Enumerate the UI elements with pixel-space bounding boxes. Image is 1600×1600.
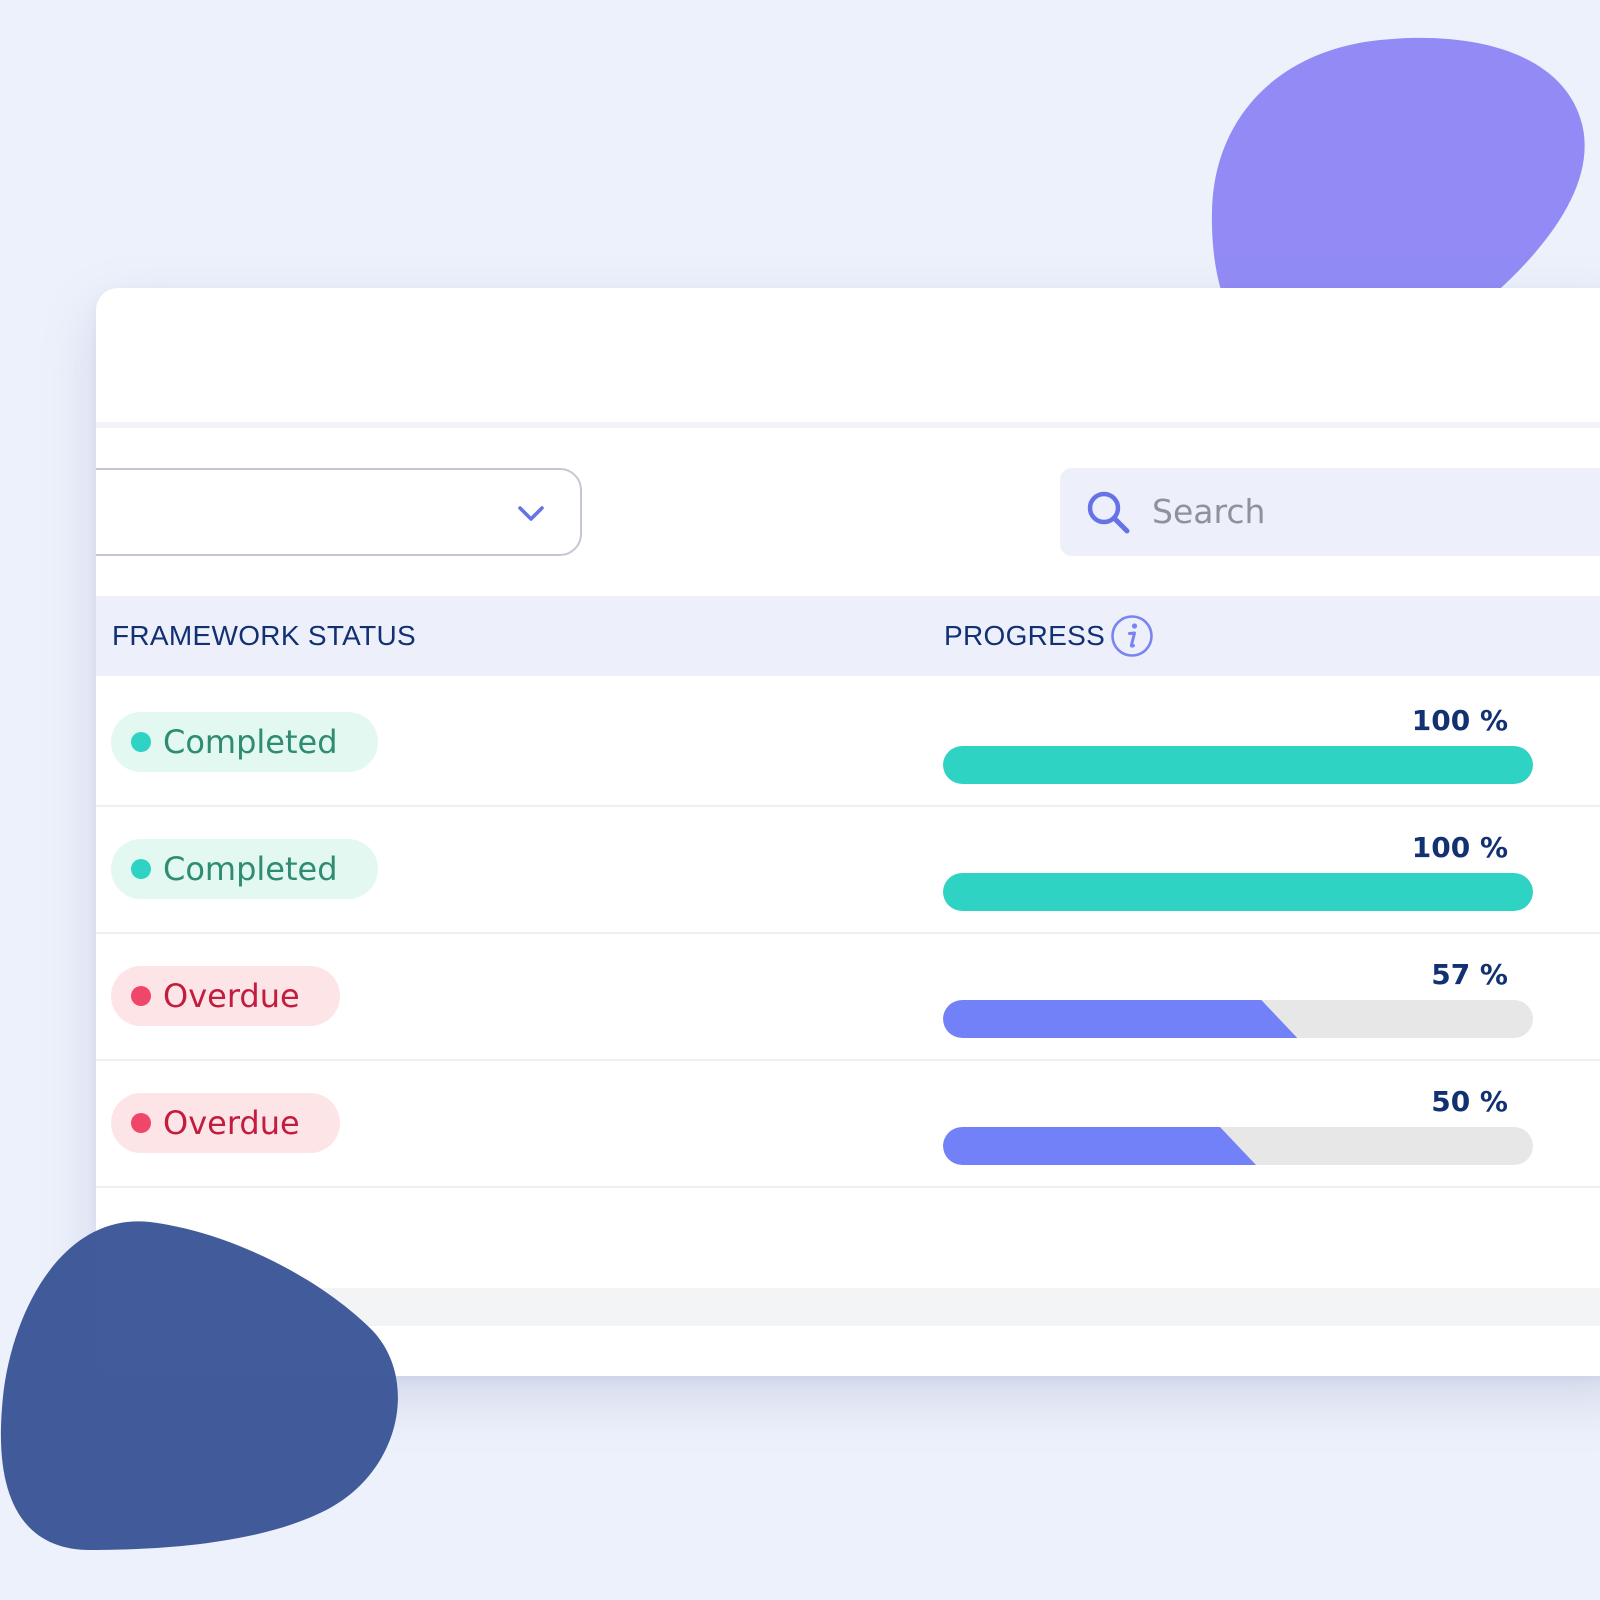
progress-percent: 57 % [1431,958,1508,991]
progress-bar [943,1127,1533,1165]
search-icon [1087,491,1130,534]
progress-bar [943,746,1533,784]
progress-bar-fill [943,746,1533,784]
column-header-progress[interactable]: PROGRESS [944,620,1106,651]
table-header: FRAMEWORK STATUS PROGRESS [96,596,1600,676]
table-row[interactable]: Completed 100 % [96,680,1600,807]
progress-percent: 50 % [1431,1085,1508,1118]
status-dot-icon [131,1113,151,1133]
progress-bar [943,1000,1533,1038]
status-label: Overdue [163,977,300,1015]
info-icon[interactable] [1110,614,1154,658]
progress-bar-fill [943,1127,1256,1165]
status-label: Completed [163,850,338,888]
status-label: Overdue [163,1104,300,1142]
status-badge: Overdue [111,966,340,1026]
status-badge: Overdue [111,1093,340,1153]
decorative-blob-bottom [0,1221,398,1550]
progress-bar-fill [943,873,1533,911]
progress-bar [943,873,1533,911]
status-badge: Completed [111,839,378,899]
status-badge: Completed [111,712,378,772]
table-row[interactable]: Completed 100 % [96,807,1600,934]
header-divider [96,422,1600,428]
column-header-framework-status[interactable]: FRAMEWORK STATUS [112,620,416,651]
framework-panel: FRAMEWORK STATUS PROGRESS Completed 100 %… [96,288,1600,1376]
chevron-down-icon [518,506,544,521]
status-dot-icon [131,732,151,752]
search-bar[interactable] [1060,468,1600,556]
status-dot-icon [131,859,151,879]
progress-percent: 100 % [1411,704,1508,737]
progress-bar-fill [943,1000,1297,1038]
search-input[interactable] [1152,486,1600,536]
decorative-blob-top [1211,37,1585,355]
status-label: Completed [163,723,338,761]
framework-filter-dropdown[interactable] [96,468,582,556]
status-dot-icon [131,986,151,1006]
progress-percent: 100 % [1411,831,1508,864]
table-row[interactable]: Overdue 57 % [96,934,1600,1061]
table-row[interactable]: Overdue 50 % [96,1061,1600,1188]
